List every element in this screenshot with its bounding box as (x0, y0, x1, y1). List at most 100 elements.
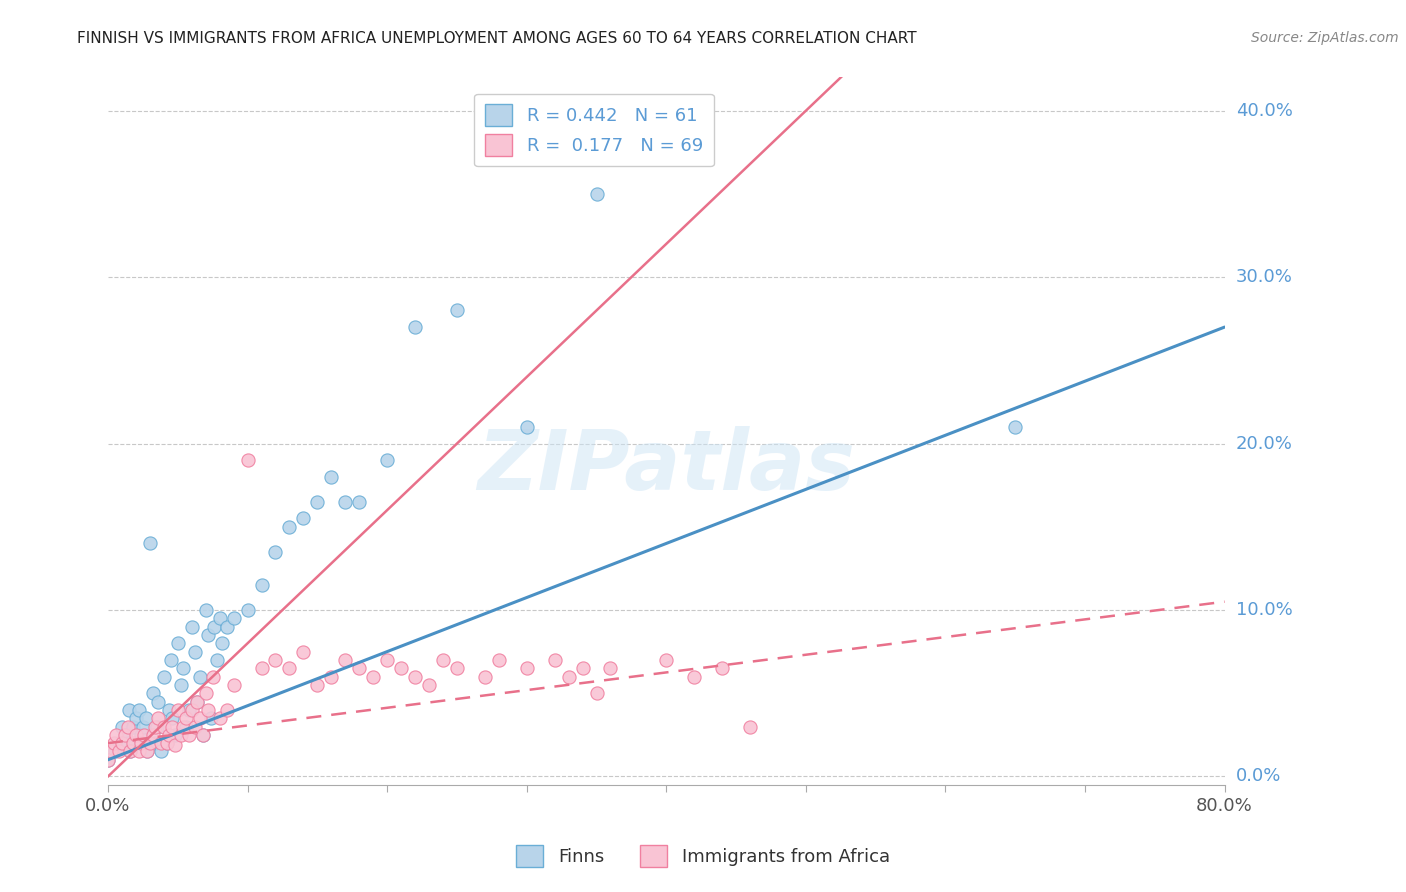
Point (135, 711, 157, 725)
Point (160, 711, 183, 725)
Point (117, 719, 139, 733)
Point (174, 719, 197, 733)
Point (711, 661, 734, 675)
Point (183, 719, 205, 733)
Point (188, 669, 211, 683)
Point (145, 736, 167, 750)
Point (211, 636, 233, 650)
Point (153, 669, 176, 683)
Point (250, 661, 273, 675)
Point (278, 520, 301, 534)
Point (201, 669, 224, 683)
Point (488, 653, 510, 667)
Point (361, 669, 384, 683)
Point (111, 719, 134, 733)
Point (136, 744, 159, 758)
Point (157, 703, 180, 717)
Point (655, 653, 678, 667)
Point (157, 728, 180, 742)
Point (120, 744, 142, 758)
Point (166, 636, 188, 650)
Point (200, 711, 222, 725)
Point (186, 694, 208, 708)
Point (150, 744, 173, 758)
Legend: R = 0.442   N = 61, R =  0.177   N = 69: R = 0.442 N = 61, R = 0.177 N = 69 (474, 94, 714, 167)
Point (432, 653, 454, 667)
Point (585, 686, 607, 700)
Point (335, 495, 357, 509)
Point (146, 719, 169, 733)
Point (375, 653, 398, 667)
Point (103, 736, 125, 750)
Point (128, 744, 150, 758)
Point (292, 511, 315, 525)
Point (516, 661, 538, 675)
Point (222, 678, 245, 692)
Point (169, 728, 191, 742)
Point (215, 703, 238, 717)
Point (188, 711, 211, 725)
Point (180, 620, 202, 634)
Point (155, 736, 177, 750)
Point (148, 711, 170, 725)
Point (125, 711, 148, 725)
Text: ZIPatlas: ZIPatlas (478, 426, 855, 507)
Point (208, 611, 231, 625)
Point (222, 611, 245, 625)
Text: FINNISH VS IMMIGRANTS FROM AFRICA UNEMPLOYMENT AMONG AGES 60 TO 64 YEARS CORRELA: FINNISH VS IMMIGRANTS FROM AFRICA UNEMPL… (77, 31, 917, 46)
Text: 40.0%: 40.0% (1236, 102, 1292, 120)
Point (1004, 420, 1026, 434)
Text: 10.0%: 10.0% (1236, 601, 1292, 619)
Point (108, 736, 131, 750)
Point (516, 420, 538, 434)
Point (111, 736, 134, 750)
Point (183, 645, 205, 659)
Point (347, 495, 370, 509)
Point (264, 653, 287, 667)
Point (404, 320, 426, 334)
Point (105, 728, 128, 742)
Point (418, 678, 440, 692)
Point (474, 669, 496, 683)
Point (446, 661, 468, 675)
Point (205, 653, 228, 667)
Point (148, 694, 170, 708)
Point (321, 470, 343, 484)
Point (307, 495, 329, 509)
Text: 0.0%: 0.0% (1236, 767, 1281, 786)
Point (163, 738, 186, 752)
Point (571, 661, 593, 675)
Point (136, 744, 159, 758)
Point (134, 728, 156, 742)
Point (132, 719, 155, 733)
Point (177, 728, 200, 742)
Point (100, 744, 122, 758)
Point (159, 653, 181, 667)
Point (120, 744, 142, 758)
Point (446, 303, 468, 318)
Point (172, 719, 194, 733)
Point (104, 744, 127, 758)
Point (172, 661, 194, 675)
Text: Source: ZipAtlas.com: Source: ZipAtlas.com (1251, 31, 1399, 45)
Point (599, 661, 621, 675)
Point (543, 653, 565, 667)
Point (114, 728, 136, 742)
Point (122, 736, 145, 750)
Point (683, 669, 706, 683)
Point (142, 686, 165, 700)
Point (197, 628, 219, 642)
Point (375, 453, 398, 467)
Point (118, 703, 141, 717)
Point (174, 711, 197, 725)
Point (191, 728, 214, 742)
Point (122, 719, 145, 733)
Point (321, 669, 343, 683)
Point (150, 736, 173, 750)
Point (180, 703, 202, 717)
Point (114, 728, 136, 742)
Point (250, 578, 273, 592)
Point (347, 661, 370, 675)
Point (202, 620, 225, 634)
Point (125, 728, 148, 742)
